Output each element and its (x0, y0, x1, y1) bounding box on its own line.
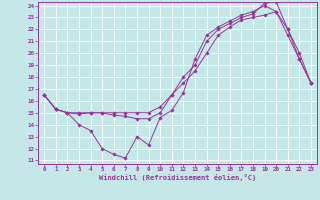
X-axis label: Windchill (Refroidissement éolien,°C): Windchill (Refroidissement éolien,°C) (99, 174, 256, 181)
